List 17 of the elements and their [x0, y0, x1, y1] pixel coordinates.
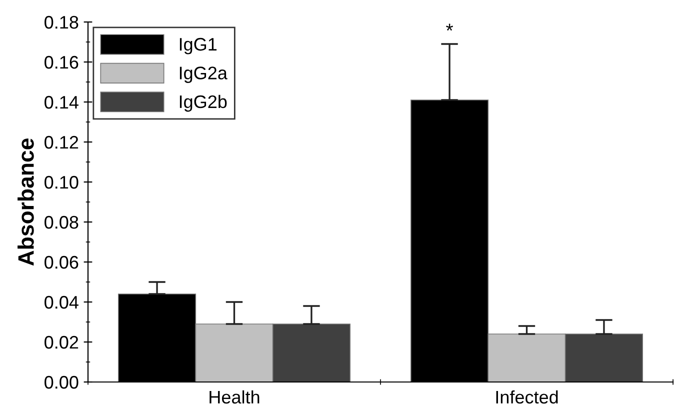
legend-label: IgG2a [180, 66, 228, 83]
y-axis-title: Absorbance [18, 138, 34, 266]
y-tick-label: 0.10 [44, 176, 78, 189]
x-tick-label: Health [210, 390, 260, 404]
y-tick-label: 0.06 [44, 256, 78, 269]
y-tick-label: 0.12 [44, 136, 78, 149]
legend-label: IgG1 [180, 38, 217, 54]
legend-label: IgG2b [180, 94, 227, 112]
y-tick-label: 0.08 [44, 216, 78, 229]
y-tick-label: 0.18 [44, 16, 78, 29]
y-tick-label: 0.00 [44, 376, 78, 389]
annotation: * [446, 24, 454, 31]
x-tick-label: Infected [496, 390, 558, 404]
y-tick-label: 0.16 [44, 56, 78, 69]
y-tick-label: 0.04 [44, 296, 78, 309]
y-tick-label: 0.02 [44, 336, 78, 349]
y-tick-label: 0.14 [44, 96, 78, 109]
